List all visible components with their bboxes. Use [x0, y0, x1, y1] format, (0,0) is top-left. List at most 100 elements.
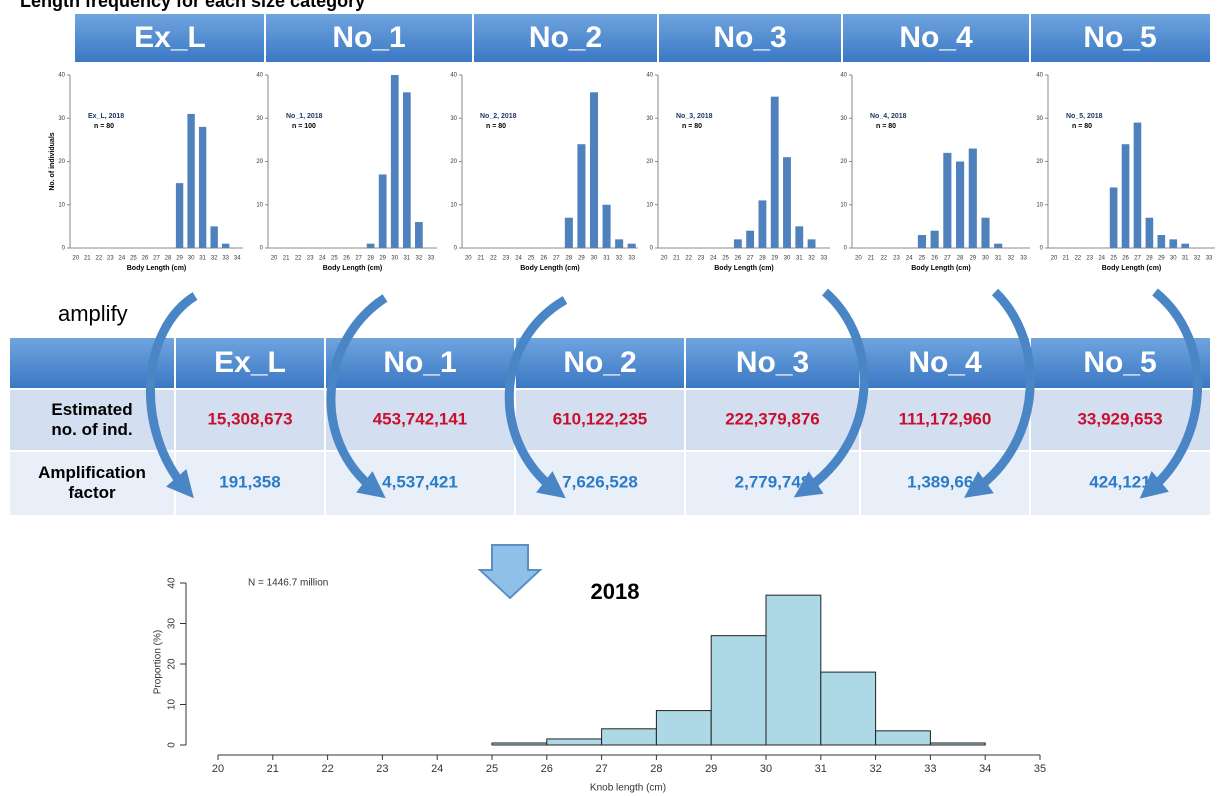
- x-tick-label: 23: [503, 256, 510, 262]
- annotation: No_2, 2018: [480, 113, 517, 120]
- x-tick-label: 26: [343, 256, 350, 262]
- x-tick-label: 31: [995, 256, 1002, 262]
- bar: [615, 239, 624, 248]
- header-label: No_3: [713, 21, 786, 54]
- x-tick-label: 28: [759, 256, 766, 262]
- x-tick-label: 24: [119, 256, 126, 262]
- bar: [602, 204, 611, 248]
- bar: [187, 113, 195, 248]
- x-tick-label: 22: [1074, 256, 1081, 262]
- x-tick-label: 28: [957, 256, 964, 262]
- table-cell: 7,626,528: [562, 472, 638, 491]
- x-axis-label: Body Length (cm): [323, 265, 383, 272]
- y-axis-label: Proportion (%): [153, 630, 164, 694]
- x-tick-label: 25: [1110, 256, 1117, 262]
- x-axis-label: Body Length (cm): [520, 265, 580, 272]
- y-tick-label: 10: [167, 699, 178, 711]
- table-header-cell: No_5: [1083, 346, 1156, 379]
- bar: [783, 157, 791, 248]
- x-tick-label: 20: [661, 256, 668, 262]
- row-label: Estimated no. of ind.: [51, 400, 132, 439]
- table-cell: 4,537,421: [382, 472, 458, 491]
- x-tick-label: 20: [1051, 256, 1058, 262]
- y-tick-label: 0: [62, 246, 66, 252]
- chart-title: 2018: [591, 579, 640, 604]
- x-tick-label: 21: [1063, 256, 1070, 262]
- x-tick-label: 22: [880, 256, 887, 262]
- row-label: Amplification factor: [38, 463, 146, 502]
- x-tick-label: 25: [331, 256, 338, 262]
- bar: [402, 92, 411, 248]
- n-label: n = 80: [486, 123, 506, 130]
- x-tick-label: 31: [603, 256, 610, 262]
- x-tick-label: 28: [566, 256, 573, 262]
- y-tick-label: 0: [167, 742, 178, 748]
- y-tick-label: 0: [1040, 246, 1044, 252]
- x-tick-label: 20: [465, 256, 472, 262]
- x-tick-label: 28: [1146, 256, 1153, 262]
- n-label: n = 80: [682, 123, 702, 130]
- bar: [415, 222, 423, 248]
- table-cell: 424,121: [1089, 472, 1150, 491]
- histogram-bar: [820, 671, 877, 746]
- y-tick-label: 10: [450, 202, 457, 208]
- x-tick-label: 29: [705, 763, 717, 775]
- table-header-cell: No_4: [908, 346, 982, 379]
- y-tick-label: 10: [1036, 202, 1043, 208]
- table-cell: 453,742,141: [373, 409, 468, 428]
- table-header: [10, 338, 1210, 388]
- table-header-cell: No_2: [563, 346, 636, 379]
- x-tick-label: 30: [982, 256, 989, 262]
- n-label: n = 80: [94, 123, 114, 130]
- bar: [930, 230, 939, 248]
- x-tick-label: 26: [1122, 256, 1129, 262]
- x-tick-label: 32: [1008, 256, 1015, 262]
- bar: [366, 243, 375, 248]
- x-tick-label: 33: [222, 256, 229, 262]
- y-tick-label: 20: [1036, 159, 1043, 165]
- x-tick-label: 26: [931, 256, 938, 262]
- x-tick-label: 30: [591, 256, 598, 262]
- bar: [210, 226, 218, 248]
- x-tick-label: 23: [893, 256, 900, 262]
- arrow: [146, 292, 198, 499]
- x-tick-label: 33: [628, 256, 635, 262]
- y-tick-label: 30: [450, 116, 457, 122]
- annotation: No_4, 2018: [870, 113, 907, 120]
- bar: [1109, 187, 1118, 248]
- x-tick-label: 28: [165, 256, 172, 262]
- y-tick-label: 10: [256, 202, 263, 208]
- x-tick-label: 30: [391, 256, 398, 262]
- y-tick-label: 30: [1036, 116, 1043, 122]
- header-label: No_5: [1083, 21, 1156, 54]
- bar: [198, 126, 207, 248]
- y-axis-label: No. of individuals: [49, 132, 56, 190]
- arrow: [1139, 288, 1202, 499]
- x-tick-label: 26: [541, 763, 553, 775]
- y-tick-label: 20: [646, 159, 653, 165]
- x-tick-label: 24: [431, 763, 443, 775]
- y-tick-label: 20: [840, 159, 847, 165]
- x-tick-label: 32: [211, 256, 218, 262]
- y-tick-label: 0: [454, 246, 458, 252]
- header-label: No_1: [332, 21, 405, 54]
- x-tick-label: 25: [528, 256, 535, 262]
- x-tick-label: 21: [673, 256, 680, 262]
- x-tick-label: 22: [295, 256, 302, 262]
- x-tick-label: 27: [355, 256, 362, 262]
- x-tick-label: 25: [919, 256, 926, 262]
- y-tick-label: 40: [58, 73, 65, 79]
- x-tick-label: 24: [1098, 256, 1105, 262]
- x-tick-label: 21: [478, 256, 485, 262]
- bar: [746, 230, 755, 248]
- y-tick-label: 10: [646, 202, 653, 208]
- x-tick-label: 28: [650, 763, 662, 775]
- x-tick-label: 33: [428, 256, 435, 262]
- x-tick-label: 23: [698, 256, 705, 262]
- histogram-bar: [710, 635, 767, 746]
- x-tick-label: 24: [906, 256, 913, 262]
- y-tick-label: 20: [450, 159, 457, 165]
- bar: [222, 243, 230, 248]
- histogram-bar: [546, 738, 603, 746]
- x-tick-label: 33: [821, 256, 828, 262]
